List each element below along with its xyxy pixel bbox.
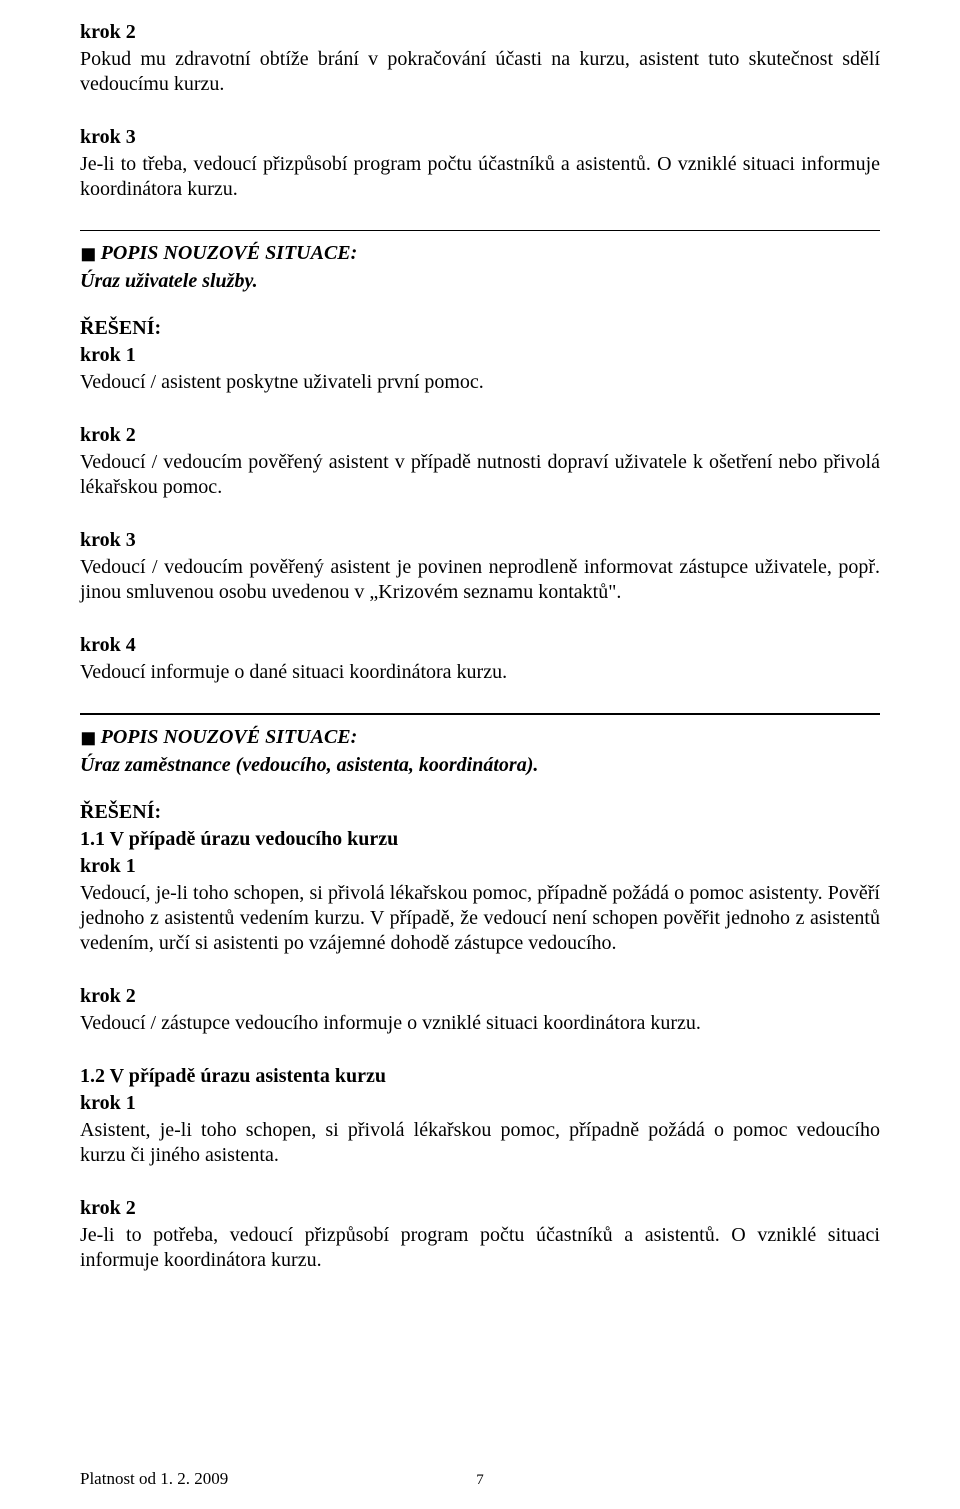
document-page: krok 2 Pokud mu zdravotní obtíže brání v… xyxy=(0,0,960,1509)
step-block: krok 2 Pokud mu zdravotní obtíže brání v… xyxy=(80,20,880,97)
separator-bold-icon xyxy=(80,712,880,716)
step-text: Vedoucí / vedoucím pověřený asistent v p… xyxy=(80,450,880,500)
step-block: Vedoucí, je-li toho schopen, si přivolá … xyxy=(80,881,880,956)
step-label: krok 2 xyxy=(80,423,880,448)
separator-line xyxy=(80,230,880,231)
situation-heading-text: POPIS NOUZOVÉ SITUACE: xyxy=(101,726,358,748)
step-block: krok 3 Vedoucí / vedoucím pověřený asist… xyxy=(80,528,880,605)
step-text: Vedoucí / asistent poskytne uživateli pr… xyxy=(80,370,880,395)
square-marker-icon: ◼ xyxy=(80,726,97,751)
situation-heading-text: POPIS NOUZOVÉ SITUACE: xyxy=(101,242,358,264)
step-text: Vedoucí, je-li toho schopen, si přivolá … xyxy=(80,881,880,956)
step-block: krok 2 Vedoucí / vedoucím pověřený asist… xyxy=(80,423,880,500)
subsection-heading: 1.1 V případě úrazu vedoucího kurzu xyxy=(80,827,880,852)
square-marker-icon: ◼ xyxy=(80,242,97,267)
situation-subtitle: Úraz zaměstnance (vedoucího, asistenta, … xyxy=(80,753,880,778)
step-block: krok 4 Vedoucí informuje o dané situaci … xyxy=(80,633,880,685)
step-block: krok 3 Je-li to třeba, vedoucí přizpůsob… xyxy=(80,125,880,202)
step-block: Vedoucí / asistent poskytne uživateli pr… xyxy=(80,370,880,395)
situation-subtitle: Úraz uživatele služby. xyxy=(80,269,880,294)
situation-heading: ◼POPIS NOUZOVÉ SITUACE: xyxy=(80,241,880,267)
step-label: krok 1 xyxy=(80,854,880,879)
footer-page-number: 7 xyxy=(476,1472,484,1489)
step-label: krok 3 xyxy=(80,125,880,150)
step-text: Asistent, je-li toho schopen, si přivolá… xyxy=(80,1118,880,1168)
solution-label: ŘEŠENÍ: xyxy=(80,800,880,825)
step-label: krok 3 xyxy=(80,528,880,553)
spacer xyxy=(80,780,880,800)
step-block: krok 2 Vedoucí / zástupce vedoucího info… xyxy=(80,984,880,1036)
step-label: krok 2 xyxy=(80,984,880,1009)
step-label: krok 2 xyxy=(80,1196,880,1221)
step-text: Je-li to třeba, vedoucí přizpůsobí progr… xyxy=(80,152,880,202)
spacer xyxy=(80,296,880,316)
footer-validity: Platnost od 1. 2. 2009 xyxy=(80,1469,228,1488)
step-text: Vedoucí / vedoucím pověřený asistent je … xyxy=(80,555,880,605)
step-label: krok 2 xyxy=(80,20,880,45)
step-text: Pokud mu zdravotní obtíže brání v pokrač… xyxy=(80,47,880,97)
situation-heading: ◼POPIS NOUZOVÉ SITUACE: xyxy=(80,725,880,751)
step-text: Vedoucí / zástupce vedoucího informuje o… xyxy=(80,1011,880,1036)
solution-label: ŘEŠENÍ: xyxy=(80,316,880,341)
step-text: Vedoucí informuje o dané situaci koordin… xyxy=(80,660,880,685)
step-label: krok 1 xyxy=(80,1091,880,1116)
step-label: krok 1 xyxy=(80,343,880,368)
step-text: Je-li to potřeba, vedoucí přizpůsobí pro… xyxy=(80,1223,880,1273)
subsection-heading: 1.2 V případě úrazu asistenta kurzu xyxy=(80,1064,880,1089)
step-block: krok 2 Je-li to potřeba, vedoucí přizpůs… xyxy=(80,1196,880,1273)
step-label: krok 4 xyxy=(80,633,880,658)
step-block: Asistent, je-li toho schopen, si přivolá… xyxy=(80,1118,880,1168)
page-footer: Platnost od 1. 2. 2009 7 xyxy=(80,1469,880,1489)
